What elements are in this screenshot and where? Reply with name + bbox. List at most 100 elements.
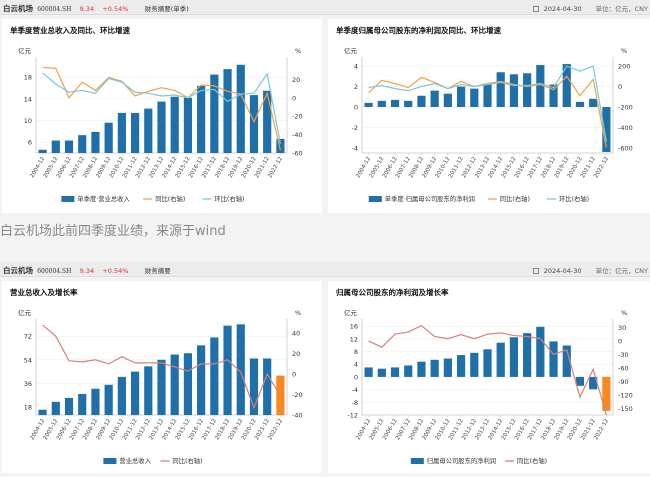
svg-text:14: 14 [24,95,32,103]
svg-text:环比(右轴): 环比(右轴) [559,194,589,203]
svg-text:20: 20 [292,76,300,84]
bar [549,341,558,377]
svg-text:8: 8 [354,348,358,356]
bar [430,90,439,107]
stock-change: +0.54% [102,5,129,13]
bar [104,384,113,415]
svg-text:营业总收入: 营业总收入 [119,456,151,465]
svg-text:0: 0 [354,373,358,381]
bar [249,358,259,415]
stock-code: 600004.SH [37,6,72,13]
svg-text:-90: -90 [618,378,629,386]
stock-price: 9.34 [79,5,95,13]
bar [364,367,373,377]
bar [575,101,585,107]
svg-text:同比(右轴): 同比(右轴) [517,456,547,465]
svg-text:200: 200 [618,63,630,71]
bar [130,112,140,153]
panel-annual-net-profit: 归属母公司股东的净利润及增长率 亿元% -12 -8 -4 0 4 8 12 16 -150 -12… [328,281,650,473]
bar [183,353,193,415]
svg-text:-40: -40 [292,412,303,420]
svg-text:-20: -20 [292,113,303,121]
chart-annual-revenue: 亿元 %18365472-40-20020402004-122005-122006… [18,308,303,465]
svg-text:-400: -400 [618,124,633,132]
bar [456,86,466,107]
svg-text:-20: -20 [292,391,303,399]
y-axis-unit: 亿元 [344,308,358,317]
svg-text:2: 2 [354,83,358,91]
legend-item[interactable]: 营业总收入 [103,456,152,465]
y2-axis-unit: % [621,47,627,55]
bar [404,100,413,107]
legend-item[interactable]: 环比(右轴) [202,194,245,203]
bar [417,95,426,107]
tab-financial-summary[interactable]: 财务摘要 [144,267,171,275]
bar [509,74,519,107]
bar [483,83,492,107]
bar [197,345,206,415]
report-date[interactable]: 2024-04-30 [543,5,582,13]
bar [496,72,505,107]
stock-name[interactable]: 白云机场 [3,4,33,13]
svg-text:-60: -60 [292,150,303,158]
legend-item[interactable]: 单季度·营业总收入 [61,194,130,203]
legend-swatch-bar [103,458,117,464]
calendar-icon[interactable] [532,6,539,12]
bar [523,333,532,377]
legend-item[interactable]: 同比(右轴) [143,194,185,203]
bar [377,100,386,107]
legend-item[interactable]: 归属母公司股东的净利润 [410,456,496,465]
bar [64,397,74,415]
bar [197,85,206,153]
svg-text:-40: -40 [292,131,303,139]
legend-item[interactable]: 同比(右轴) [487,194,530,203]
legend-item[interactable]: 同比(右轴) [160,456,203,465]
svg-text:4: 4 [354,63,358,71]
calendar-icon[interactable] [532,268,539,274]
unit-label: 单位：亿元，CNY [595,267,648,275]
bar [536,65,545,107]
bar [170,354,179,415]
bar [91,388,100,415]
bar [249,95,259,153]
bar [602,107,611,152]
svg-text:16: 16 [350,323,358,331]
bar [509,337,519,377]
bottom-stock-header: 白云机场 600004.SH 9.34 +0.54% 财务摘要 2024-04-… [0,262,650,277]
bar [38,409,47,415]
bar [523,73,532,107]
bar [78,393,87,415]
svg-text:-60: -60 [618,364,629,372]
legend-item[interactable]: 环比(右轴) [547,194,589,203]
svg-text:-4: -4 [352,144,358,152]
legend-swatch-bar [61,196,75,202]
svg-text:归属母公司股东的净利润: 归属母公司股东的净利润 [427,456,496,465]
bar [276,138,285,153]
svg-text:单季度·营业总收入: 单季度·营业总收入 [77,194,130,203]
bar [210,74,219,153]
svg-text:-600: -600 [618,144,633,152]
y-axis-unit: 亿元 [18,308,32,317]
svg-text:0: 0 [292,371,296,379]
bar [144,366,153,415]
bar [91,131,100,153]
svg-text:-200: -200 [618,104,633,112]
bar [589,376,598,390]
svg-text:0: 0 [618,337,622,345]
bar [51,140,60,153]
chart-annual-net-profit: 亿元 %-12-8-40481216-150-120-90-60-30030200… [344,308,633,465]
svg-text:-30: -30 [618,351,629,359]
bar [536,326,545,377]
svg-text:40: 40 [292,330,300,338]
panel-title: 单季度营业总收入及同比、环比增速 [10,26,130,35]
svg-text:0: 0 [354,104,358,112]
bar [64,140,74,153]
bar [236,324,245,415]
bar [443,358,452,377]
tab-financial-summary-quarterly[interactable]: 财务摘要(单季) [144,5,189,13]
svg-text:10: 10 [24,117,32,125]
report-date[interactable]: 2024-04-30 [543,267,582,275]
legend-item[interactable]: 同比(右轴) [505,456,547,465]
legend-item[interactable]: 单季度·归属母公司股东的净利润 [368,194,475,203]
stock-name[interactable]: 白云机场 [3,266,33,275]
